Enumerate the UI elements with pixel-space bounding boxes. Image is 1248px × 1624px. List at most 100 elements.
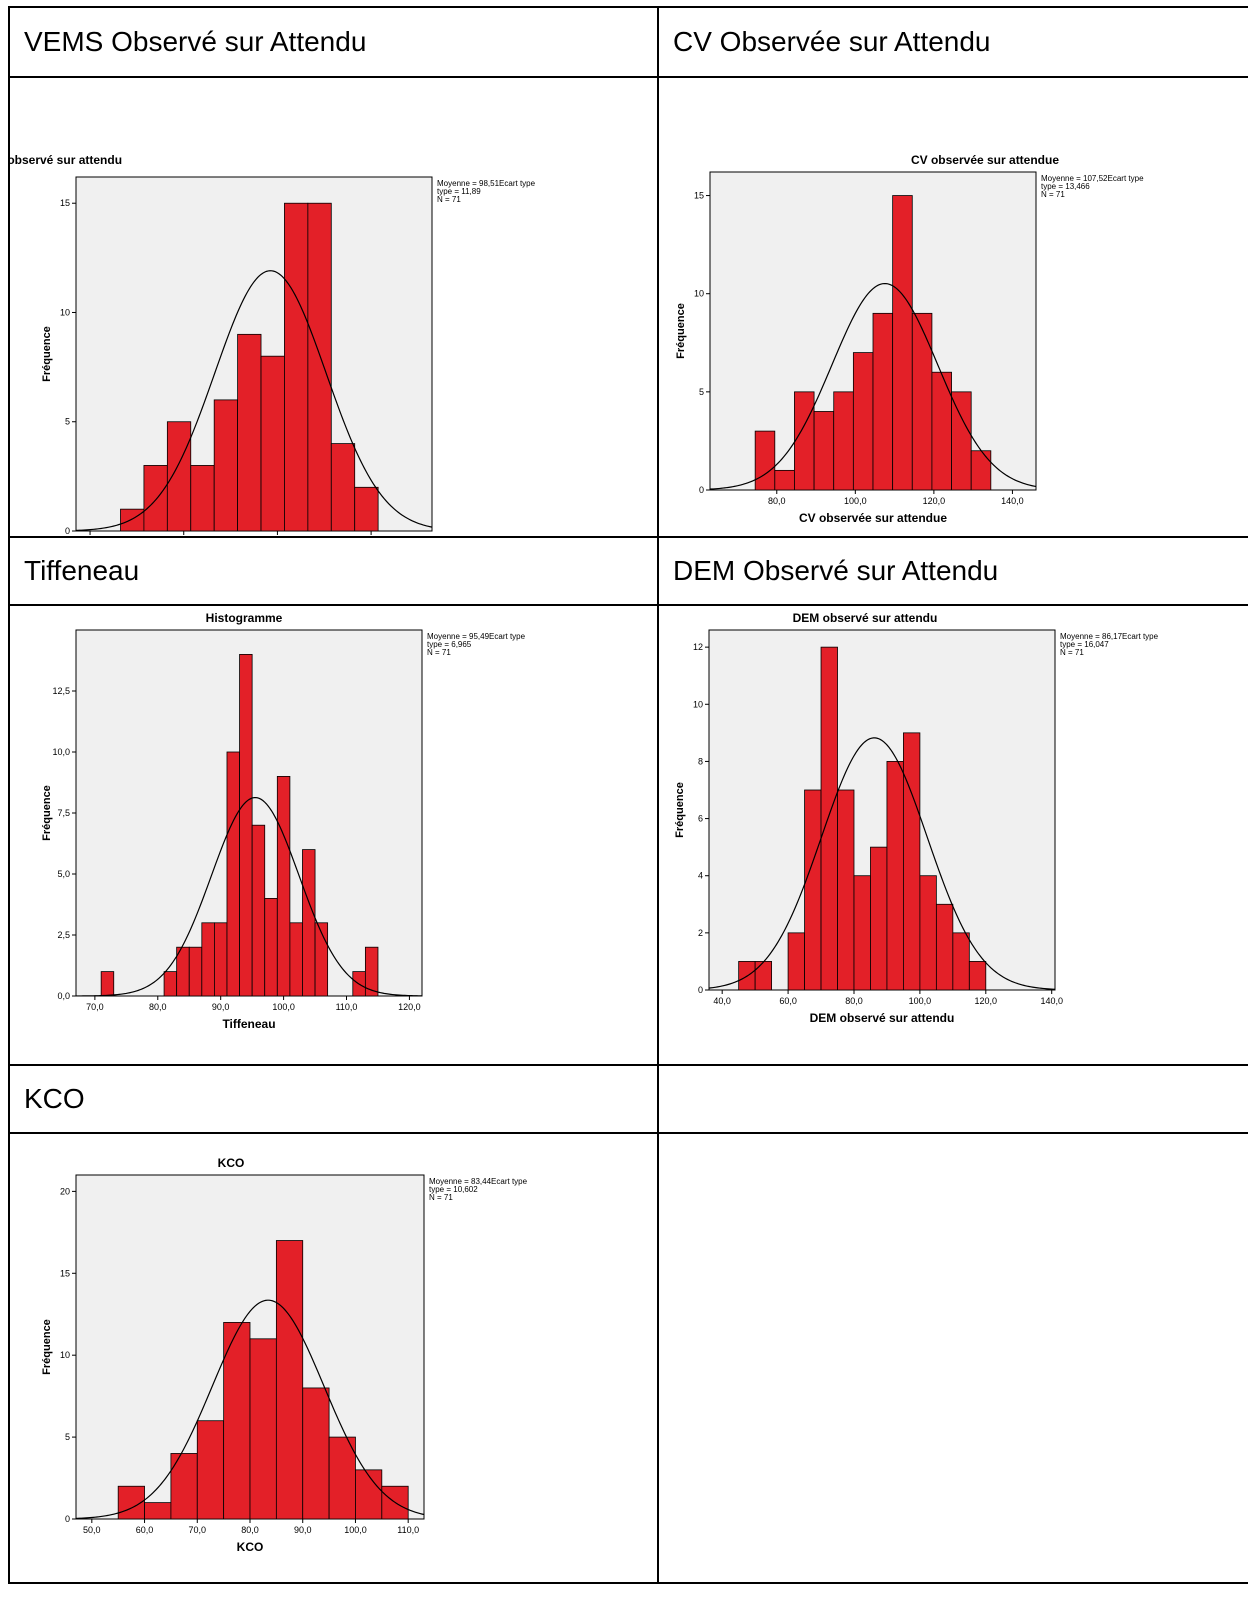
- y-tick-label: 10: [694, 289, 704, 299]
- stats-line: N = 71: [1041, 190, 1065, 199]
- normal-curve: [75, 1299, 425, 1519]
- histogram-bar: [289, 922, 303, 997]
- histogram-bar: [952, 932, 970, 991]
- y-tick-label: 20: [60, 1186, 70, 1196]
- x-tick-label: 90,0: [294, 1525, 312, 1535]
- x-tick-label: 90,0: [212, 1002, 230, 1012]
- y-tick-label: 6: [698, 814, 703, 824]
- cv-histogram: CV observée sur attendue 0 5 10 15 80,0 100,0 1…: [675, 153, 1144, 525]
- histogram-bar: [870, 846, 888, 991]
- stats-line: type = 10,602: [429, 1185, 478, 1194]
- dem-histogram: DEM observé sur attendu 0 2 4 6 8 10 12 40,0 60,0…: [674, 611, 1159, 1025]
- y-tick-label: 0: [65, 1514, 70, 1524]
- x-tick-label: 100,0: [344, 1525, 367, 1535]
- histogram-bar: [190, 465, 215, 532]
- histogram-bar: [144, 1502, 172, 1520]
- header-tiffeneau: Tiffeneau: [10, 538, 659, 606]
- header-dem: DEM Observé sur Attendu: [659, 538, 1248, 606]
- y-tick-label: 7,5: [57, 808, 70, 818]
- header-tiffeneau-label: Tiffeneau: [24, 555, 140, 586]
- x-tick-label: 120,0: [398, 1002, 421, 1012]
- histogram-bar: [226, 751, 240, 997]
- histogram-bar: [813, 411, 835, 491]
- y-tick-label: 15: [60, 198, 70, 208]
- histogram-bar: [968, 961, 987, 991]
- y-axis-label: Fréquence: [675, 303, 687, 359]
- cell-cv-chart: CV observée sur attendue 0 5 10 15 80,0 100,0 1…: [659, 78, 1248, 538]
- histogram-bar: [886, 761, 904, 991]
- y-tick-label: 8: [698, 756, 703, 766]
- y-tick-label: 10: [60, 1350, 70, 1360]
- y-tick-label: 0,0: [57, 991, 70, 1001]
- histogram-bar: [302, 1387, 330, 1520]
- histogram-bar: [787, 932, 805, 991]
- header-kco: KCO: [10, 1066, 659, 1134]
- y-tick-label: 5: [65, 1432, 70, 1442]
- x-tick-label: 80,0: [768, 496, 786, 506]
- y-axis-label: Fréquence: [41, 1319, 53, 1375]
- x-tick-label: 80,0: [149, 1002, 167, 1012]
- histogram-bar: [330, 443, 356, 532]
- histogram-bar: [833, 391, 854, 491]
- stats-line: N = 71: [429, 1193, 453, 1202]
- stats-line: type = 16,047: [1060, 640, 1109, 649]
- cell-empty: [659, 1134, 1248, 1584]
- cell-vems-chart: VEMS observé sur attendu05101560,080,010…: [10, 78, 659, 538]
- y-tick-label: 5,0: [57, 869, 70, 879]
- y-tick-label: 5: [65, 417, 70, 427]
- histogram-bar: [903, 732, 921, 991]
- y-tick-label: 15: [694, 191, 704, 201]
- stats-line: type = 11,89: [437, 187, 481, 196]
- stats-line: Moyenne = 95,49Ecart type: [427, 632, 526, 641]
- stats-line: Moyenne = 83,44Ecart type: [429, 1177, 528, 1186]
- x-tick-label: 100,0: [272, 1002, 295, 1012]
- histogram-bar: [804, 789, 822, 991]
- histogram-bar: [355, 1469, 383, 1520]
- x-tick-label: 140,0: [1040, 996, 1063, 1006]
- histogram-bar: [275, 1240, 304, 1520]
- histogram-bar: [919, 875, 937, 991]
- histogram-bar: [754, 430, 776, 491]
- histogram-bar: [935, 903, 954, 991]
- header-kco-label: KCO: [24, 1083, 85, 1114]
- x-tick-label: 110,0: [397, 1525, 419, 1535]
- x-tick-label: 80,0: [241, 1525, 259, 1535]
- histogram-bar: [774, 469, 795, 491]
- x-tick-label: 100,0: [844, 496, 867, 506]
- histogram-bar: [852, 352, 874, 491]
- x-axis-label: CV observée sur attendue: [799, 511, 947, 525]
- y-tick-label: 12,5: [52, 686, 70, 696]
- x-tick-label: 80,0: [845, 996, 863, 1006]
- histogram-table: VEMS Observé sur Attendu CV Observée sur…: [8, 6, 1248, 1584]
- histogram-bar: [872, 312, 894, 491]
- histogram-bar: [276, 775, 291, 997]
- x-axis-label: Tiffeneau: [222, 1017, 275, 1031]
- histogram-bar: [328, 1436, 356, 1520]
- histogram-bar: [754, 961, 773, 991]
- x-axis-label: DEM observé sur attendu: [810, 1011, 955, 1025]
- header-cv-label: CV Observée sur Attendu: [673, 26, 991, 57]
- histogram-bar: [892, 195, 913, 491]
- x-tick-label: 100,0: [909, 996, 932, 1006]
- y-axis-label: Fréquence: [674, 782, 686, 838]
- histogram-bar: [794, 391, 815, 491]
- x-tick-label: 110,0: [336, 1002, 358, 1012]
- stats-line: type = 13,466: [1041, 182, 1090, 191]
- histogram-bar: [853, 875, 871, 991]
- histogram-bar: [837, 789, 855, 991]
- histogram-bar: [213, 922, 228, 997]
- histogram-bar: [364, 946, 379, 997]
- y-tick-label: 2: [698, 928, 703, 938]
- kco-histogram: KCO 0 5 10 15 20 50,0 60,0 70,0 80,0 90,0 100,0 110,…: [41, 1156, 528, 1554]
- x-axis-label: KCO: [237, 1540, 264, 1554]
- y-tick-label: 10: [60, 307, 70, 317]
- histogram-bar: [354, 486, 379, 532]
- y-tick-label: 0: [699, 485, 704, 495]
- x-tick-label: 50,0: [83, 1525, 101, 1535]
- histogram-bar: [911, 312, 933, 491]
- x-tick-label: 140,0: [1001, 496, 1024, 506]
- x-tick-label: 120,0: [975, 996, 998, 1006]
- normal-curve: [709, 282, 1037, 490]
- chart-title: DEM observé sur attendu: [793, 611, 938, 625]
- x-tick-label: 70,0: [86, 1002, 104, 1012]
